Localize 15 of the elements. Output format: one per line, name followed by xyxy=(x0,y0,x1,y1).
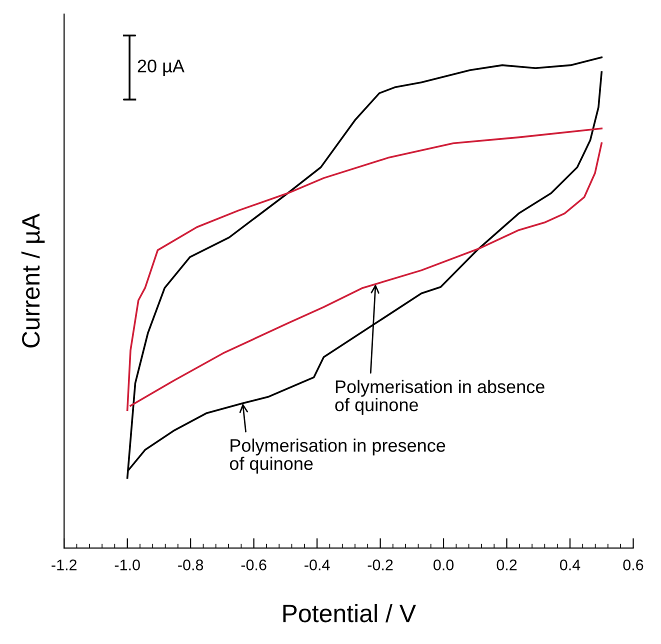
x-tick-label: 0.6 xyxy=(623,560,644,570)
x-tick-label: -1.2 xyxy=(52,560,77,570)
x-tick-label: -0.2 xyxy=(368,560,393,570)
x-tick-label: 0.4 xyxy=(560,560,580,570)
annotation: Polymerisation in presence of quinone xyxy=(230,438,446,474)
annotation: 20 µA xyxy=(138,60,184,76)
x-axis-title: Potential / V xyxy=(283,604,416,622)
x-tick-label: -0.6 xyxy=(241,560,266,570)
x-tick-label: -0.4 xyxy=(304,560,330,570)
x-tick-label: -1.0 xyxy=(114,560,140,570)
x-tick-label: 0.2 xyxy=(496,560,517,570)
x-tick-label: 0.0 xyxy=(434,560,454,570)
annotation: Polymerisation in absence of quinone xyxy=(335,380,544,415)
y-axis-title: Current / µA xyxy=(21,214,45,348)
x-tick-label: -0.8 xyxy=(178,560,204,570)
